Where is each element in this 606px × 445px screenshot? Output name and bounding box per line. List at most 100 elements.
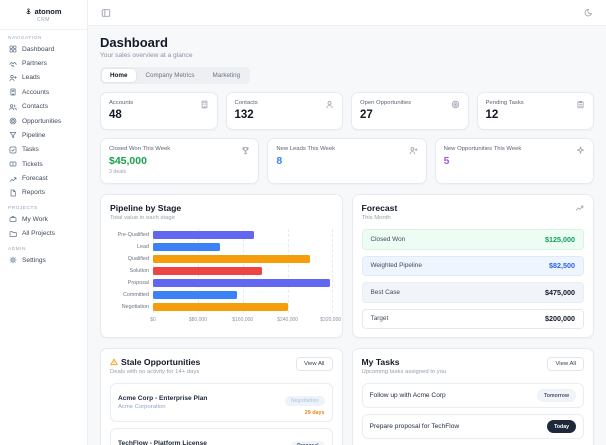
opportunity-title: TechFlow - Platform License: [118, 439, 207, 445]
stat-card-accounts: Accounts 48: [100, 92, 218, 130]
panel-left-icon: [101, 8, 111, 18]
stat-label: Open Opportunities: [360, 100, 412, 106]
bar-row: [153, 241, 333, 253]
forecast-row-value: $82,500: [549, 261, 575, 271]
folder-icon: [9, 230, 17, 238]
stat-card-pending-tasks: Pending Tasks 12: [476, 92, 594, 130]
tasks-title: My Tasks: [361, 357, 400, 367]
forecast-row-label: Target: [370, 315, 389, 323]
hl-label: New Opportunities This Week: [443, 146, 522, 152]
tab-company-metrics[interactable]: Company Metrics: [145, 72, 195, 79]
sidebar-item-pipeline[interactable]: Pipeline: [0, 128, 87, 142]
y-tick-label: Qualified: [127, 256, 149, 262]
x-tick-label: $80,000: [188, 317, 207, 323]
sidebar-item-tickets[interactable]: Tickets: [0, 157, 87, 171]
forecast-row-label: Best Case: [370, 288, 400, 296]
theme-toggle-button[interactable]: [582, 6, 595, 19]
stale-days: 29 days: [304, 410, 325, 416]
y-tick-label: Proposal: [127, 280, 149, 286]
user-plus-icon: [9, 74, 17, 82]
task-item-follow-up[interactable]: Follow up with Acme Corp Tomorrow: [361, 383, 584, 408]
tasks-list: Follow up with Acme Corp Tomorrow Prepar…: [361, 383, 584, 445]
forecast-card: Forecast This Month Closed Won $125,000 …: [351, 194, 594, 338]
forecast-title: Forecast: [361, 203, 398, 213]
nav-section-projects: Projects: [8, 206, 38, 212]
sidebar-item-label: Pipeline: [22, 131, 46, 139]
sidebar-item-settings[interactable]: Settings: [0, 253, 87, 267]
stat-card-open-opportunities: Open Opportunities 27: [351, 92, 469, 130]
my-tasks-card: My Tasks Upcoming tasks assigned to you …: [351, 348, 594, 445]
stat-value: 12: [485, 109, 499, 121]
sidebar-item-accounts[interactable]: Accounts: [0, 85, 87, 99]
sidebar-item-leads[interactable]: Leads: [0, 71, 87, 85]
sidebar-item-forecast[interactable]: Forecast: [0, 171, 87, 185]
sidebar-item-label: Partners: [22, 60, 47, 68]
tab-home[interactable]: Home: [102, 69, 136, 82]
stat-value: 132: [234, 109, 254, 121]
x-tick-label: $0: [150, 317, 156, 323]
sidebar-item-opportunities[interactable]: Opportunities: [0, 114, 87, 128]
sidebar-item-reports[interactable]: Reports: [0, 186, 87, 200]
forecast-row-value: $125,000: [545, 234, 575, 244]
ticket-icon: [9, 160, 17, 168]
forecast-rows: Closed Won $125,000 Weighted Pipeline $8…: [361, 229, 584, 329]
hl-value: $45,000: [109, 155, 147, 167]
sidebar-item-contacts[interactable]: Contacts: [0, 100, 87, 114]
nav-section-admin: Admin: [8, 246, 26, 252]
middle-row: Pipeline by Stage Total value in each st…: [100, 194, 594, 338]
task-item-prepare-proposal[interactable]: Prepare proposal for TechFlow Today: [361, 414, 584, 439]
chart-bar: [153, 243, 221, 251]
stale-view-all-button[interactable]: View All: [295, 357, 333, 371]
hl-label: New Leads This Week: [276, 146, 336, 152]
sidebar-item-label: My Work: [22, 215, 48, 223]
trend-up-icon: [9, 175, 17, 183]
sidebar-toggle-button[interactable]: [99, 6, 113, 20]
sidebar-item-partners[interactable]: Partners: [0, 56, 87, 70]
sidebar-item-label: Accounts: [22, 88, 50, 96]
stage-badge: Proposal: [291, 441, 325, 445]
gridline: [287, 229, 289, 313]
stale-item-techflow[interactable]: TechFlow - Platform License TechFlow Sol…: [110, 428, 333, 445]
sidebar-item-label: Tickets: [22, 160, 43, 168]
stat-label: Accounts: [109, 100, 134, 106]
y-tick-label: Negotiation: [121, 304, 149, 310]
sidebar-item-my-work[interactable]: My Work: [0, 212, 87, 226]
bottom-row: Stale Opportunities Deals with no activi…: [100, 348, 594, 445]
sidebar-item-label: Leads: [22, 74, 40, 82]
chart-bar: [153, 231, 254, 239]
stale-item-acme[interactable]: Acme Corp - Enterprise Plan Acme Corpora…: [110, 383, 333, 422]
bar-row: [153, 301, 333, 313]
tasks-view-all-button[interactable]: View All: [547, 357, 584, 371]
bar-row: [153, 277, 333, 289]
bar-row: [153, 253, 333, 265]
stat-card-row: Accounts 48 Contacts 132 Open Opportunit…: [100, 92, 594, 130]
stat-label: Contacts: [234, 100, 258, 106]
sidebar-item-dashboard[interactable]: Dashboard: [0, 42, 87, 56]
app-logo[interactable]: atonom CRM: [0, 0, 87, 30]
task-title: Prepare proposal for TechFlow: [369, 423, 460, 430]
stat-value: 48: [109, 109, 122, 121]
tab-marketing[interactable]: Marketing: [212, 72, 241, 79]
closed-won-card: Closed Won This Week $45,000 3 deals: [100, 138, 260, 184]
opportunity-title: Acme Corp - Enterprise Plan: [118, 394, 208, 402]
chart-bar: [153, 279, 330, 287]
sidebar-item-label: Opportunities: [22, 117, 62, 125]
forecast-row-target: Target $200,000: [361, 308, 584, 329]
topbar: [88, 0, 606, 26]
gridline: [332, 229, 334, 313]
forecast-subtitle: This Month: [361, 215, 391, 221]
due-badge: Tomorrow: [537, 389, 576, 402]
app-name: atonom: [34, 7, 62, 16]
chart-x-axis: $0 $80,000 $160,000 $240,000 $320,000: [150, 315, 341, 324]
y-tick-label: Lead: [137, 244, 149, 250]
hl-subtext: 3 deals: [109, 169, 127, 175]
sparkle-icon: [576, 146, 585, 155]
bar-row: [153, 289, 333, 301]
sidebar-item-all-projects[interactable]: All Projects: [0, 227, 87, 241]
sidebar: atonom CRM Navigation Dashboard Partners…: [0, 0, 88, 445]
y-tick-label: Pre-Qualified: [117, 232, 149, 238]
chart-plot-area: [153, 229, 334, 313]
forecast-row-label: Closed Won: [370, 235, 406, 243]
handshake-icon: [9, 60, 17, 68]
sidebar-item-tasks[interactable]: Tasks: [0, 143, 87, 157]
